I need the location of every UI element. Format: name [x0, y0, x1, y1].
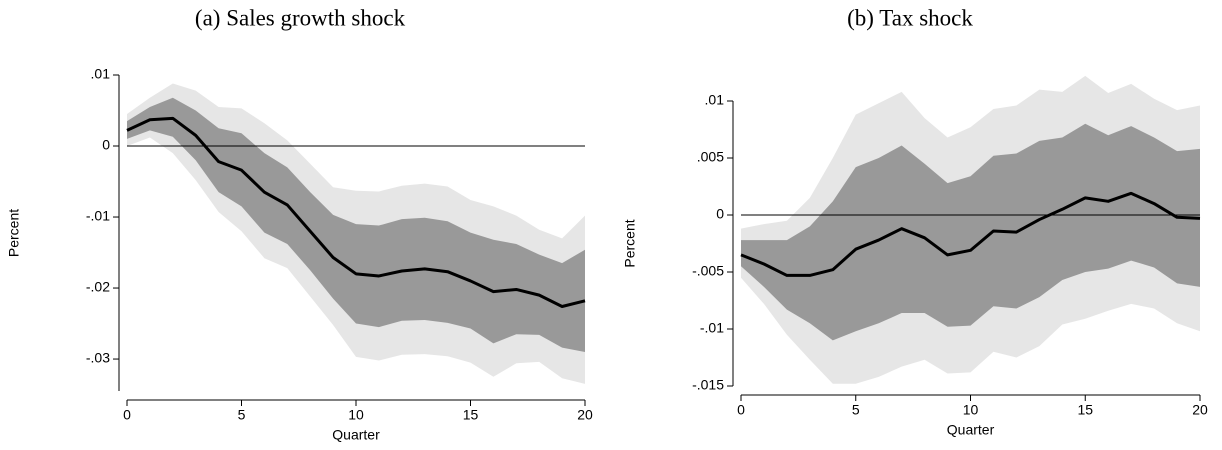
y-tick-label: 0: [716, 206, 724, 222]
x-tick-label: 10: [963, 402, 979, 418]
y-tick-label: -.01: [86, 208, 110, 224]
y-tick-label: 0: [102, 137, 110, 153]
chart-title: (b) Tax shock: [847, 5, 973, 30]
y-axis-label: Percent: [6, 209, 22, 257]
x-tick-label: 20: [1192, 402, 1208, 418]
y-tick-label: -.005: [692, 263, 724, 279]
chart-title: (a) Sales growth shock: [195, 5, 406, 30]
x-tick-label: 0: [123, 407, 131, 423]
y-tick-label: -.01: [700, 320, 724, 336]
y-tick-label: .01: [91, 66, 111, 82]
line: [740, 191, 1201, 277]
x-tick-label: 0: [737, 402, 745, 418]
y-axis-label: Percent: [622, 219, 638, 267]
y-tick-label: -.02: [86, 279, 110, 295]
confidence-band: [127, 97, 585, 352]
y-tick-label: .005: [697, 149, 724, 165]
y-tick-label: .01: [705, 92, 725, 108]
y-tick-label: -.015: [692, 377, 724, 393]
confidence-band: [741, 123, 1200, 341]
x-tick-label: 15: [463, 407, 479, 423]
x-tick-label: 20: [577, 407, 593, 423]
x-tick-label: 10: [348, 407, 364, 423]
x-axis-label: Quarter: [332, 427, 380, 443]
y-tick-label: -.03: [86, 350, 110, 366]
x-tick-label: 5: [238, 407, 246, 423]
x-tick-label: 15: [1077, 402, 1093, 418]
x-axis-label: Quarter: [947, 422, 995, 438]
x-tick-label: 5: [852, 402, 860, 418]
line: [126, 116, 586, 308]
